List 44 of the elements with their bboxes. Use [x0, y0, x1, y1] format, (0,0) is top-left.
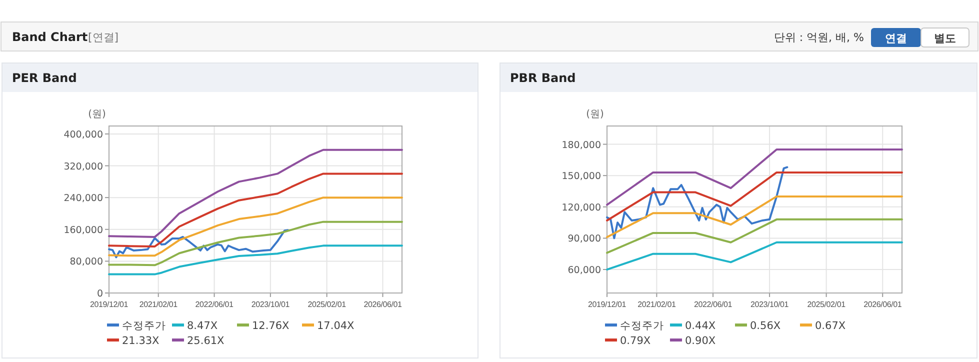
- text: 별도: [934, 32, 956, 45]
- y-tick-label: 0: [96, 288, 103, 300]
- legend-label: 수정주가: [620, 320, 664, 332]
- y-tick-label: 60,000: [568, 265, 601, 276]
- y-tick-label: 400,000: [64, 129, 103, 140]
- legend-label: 수정주가: [122, 320, 166, 332]
- legend-label: 8.47X: [187, 320, 218, 332]
- y-tick-label: 180,000: [562, 140, 601, 151]
- y-axis-title: (원): [88, 109, 106, 120]
- text: 단위 : 억원, 배, %: [774, 31, 864, 44]
- legend-label: 0.56X: [750, 320, 781, 332]
- text: 연결: [885, 32, 907, 45]
- x-tick-label: 2023/10/01: [251, 300, 290, 309]
- y-tick-label: 240,000: [64, 193, 103, 204]
- text: Band Chart: [12, 30, 88, 44]
- x-tick-label: 2025/02/01: [308, 300, 347, 309]
- y-tick-label: 160,000: [64, 224, 103, 236]
- x-tick-label: 2022/06/01: [195, 300, 234, 309]
- y-tick-label: 150,000: [562, 171, 601, 182]
- legend-label: 0.44X: [685, 320, 716, 332]
- legend-label: 17.04X: [317, 320, 354, 332]
- legend-label: 0.90X: [685, 335, 716, 347]
- chart-title: PER Band: [12, 71, 77, 85]
- y-tick-label: 120,000: [562, 202, 601, 214]
- x-tick-label: 2023/10/01: [750, 300, 790, 309]
- chart-title: PBR Band: [510, 71, 576, 85]
- x-tick-label: 2021/02/01: [139, 300, 178, 309]
- x-tick-label: 2026/06/01: [864, 300, 902, 309]
- legend-label: 12.76X: [252, 320, 290, 332]
- text: [연결]: [88, 31, 119, 44]
- y-tick-label: 320,000: [64, 161, 103, 172]
- legend-label: 0.67X: [815, 320, 846, 332]
- x-tick-label: 2021/02/01: [638, 300, 676, 309]
- x-tick-label: 2026/06/01: [364, 300, 403, 309]
- x-tick-label: 2022/06/01: [694, 300, 733, 309]
- x-tick-label: 2025/02/01: [807, 300, 846, 309]
- y-tick-label: 90,000: [568, 234, 601, 245]
- y-tick-label: 80,000: [70, 256, 103, 268]
- x-tick-label: 2019/12/01: [90, 300, 129, 309]
- x-tick-label: 2019/12/01: [588, 300, 627, 309]
- y-axis-title: (원): [586, 109, 604, 120]
- legend-label: 25.61X: [187, 335, 224, 347]
- legend-label: 21.33X: [122, 335, 160, 347]
- legend-label: 0.79X: [620, 335, 651, 347]
